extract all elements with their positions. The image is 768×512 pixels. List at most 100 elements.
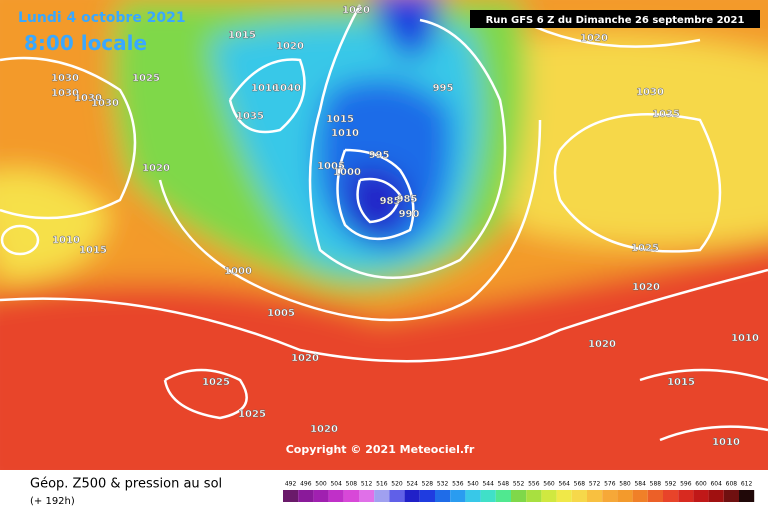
isobar-label: 1030 (636, 87, 664, 98)
scale-label: 576 (604, 481, 616, 488)
isobar-label: 1010 (712, 437, 740, 448)
isobar-label: 1035 (652, 109, 680, 120)
scale-swatch (359, 490, 375, 502)
scale-label: 600 (695, 481, 707, 488)
scale-swatch (495, 490, 511, 502)
legend-title: Géop. Z500 & pression au sol (30, 477, 222, 492)
isobar-label: 1010 (331, 128, 359, 139)
run-banner (470, 10, 760, 28)
scale-label: 572 (589, 481, 601, 488)
isobars (0, 4, 768, 442)
scale-swatch (556, 490, 572, 502)
scale-label: 532 (437, 481, 449, 488)
scale-label: 524 (406, 481, 418, 488)
scale-label: 520 (391, 481, 403, 488)
isobar-label: 1015 (228, 30, 256, 41)
scale-swatch (617, 490, 633, 502)
scale-label: 516 (376, 481, 388, 488)
isobar-label: 1015 (79, 245, 107, 256)
isobar-label: 995 (369, 150, 390, 161)
isobar-label: 1010 (731, 333, 759, 344)
scale-swatch (374, 490, 390, 502)
isobar-label: 1000 (333, 167, 361, 178)
isobar-label: 1015 (667, 377, 695, 388)
scale-swatch (465, 490, 481, 502)
scale-swatch (511, 490, 527, 502)
isobar-label: 1020 (276, 41, 304, 52)
isobar-label: 985 (380, 196, 401, 207)
isobar-label: 1020 (632, 282, 660, 293)
scale-label: 596 (680, 481, 692, 488)
isobar-label: 1005 (317, 161, 345, 172)
isobar-labels: 1020101510201025103010301030103010101040… (51, 5, 759, 448)
isobar-label: 1030 (91, 98, 119, 109)
scale-swatch (450, 490, 466, 502)
color-scale: 492 496 500 504 508 512 516 520 524 528 532 536 540 5… (283, 481, 755, 502)
scale-label: 580 (619, 481, 631, 488)
scale-swatch (283, 490, 299, 502)
scale-swatch (739, 490, 755, 502)
scale-label: 500 (315, 481, 327, 488)
isobar-label: 1020 (291, 353, 319, 364)
scale-swatch (419, 490, 435, 502)
scale-swatch (526, 490, 542, 502)
scale-swatch (328, 490, 344, 502)
scale-swatch (435, 490, 451, 502)
isobar-label: 1010 (52, 235, 80, 246)
isobar-label: 995 (433, 83, 454, 94)
scale-swatch (389, 490, 405, 502)
isobar-label: 985 (397, 194, 418, 205)
isobar-label: 1030 (51, 88, 79, 99)
scale-swatch (571, 490, 587, 502)
isobar-label: 1020 (588, 339, 616, 350)
scale-label: 508 (346, 481, 358, 488)
scale-swatch (647, 490, 663, 502)
scale-label: 612 (741, 481, 753, 488)
scale-swatch (480, 490, 496, 502)
scale-label: 512 (361, 481, 373, 488)
scale-label: 540 (467, 481, 479, 488)
scale-swatch (587, 490, 603, 502)
isobar-label: 1005 (267, 308, 295, 319)
scale-label: 496 (300, 481, 312, 488)
scale-label: 592 (665, 481, 677, 488)
isobar-label: 990 (399, 209, 420, 220)
scale-swatch (693, 490, 709, 502)
copyright: Copyright © 2021 Meteociel.fr (286, 443, 475, 456)
scale-swatch (343, 490, 359, 502)
isobar-label: 1030 (51, 73, 79, 84)
scale-label: 492 (285, 481, 297, 488)
isobar-label: 1035 (236, 111, 264, 122)
scale-label: 528 (422, 481, 434, 488)
scale-swatch (632, 490, 648, 502)
scale-label: 552 (513, 481, 525, 488)
scale-swatch (723, 490, 739, 502)
isobar-label: 1010 (251, 83, 279, 94)
valid-date: Lundi 4 octobre 2021 (18, 10, 186, 26)
isobar-label: 1020 (342, 5, 370, 16)
scale-label: 544 (482, 481, 494, 488)
scale-swatch (404, 490, 420, 502)
isobar-label: 1030 (74, 93, 102, 104)
scale-label: 568 (574, 481, 586, 488)
scale-label: 556 (528, 481, 540, 488)
scale-swatch (602, 490, 618, 502)
isobar-label: 1025 (238, 409, 266, 420)
scale-label: 564 (558, 481, 570, 488)
isobar-label: 1025 (132, 73, 160, 84)
scale-swatch (298, 490, 314, 502)
scale-swatch (708, 490, 724, 502)
isobar-label: 1025 (202, 377, 230, 388)
isobar-label: 1040 (273, 83, 301, 94)
scale-swatch (678, 490, 694, 502)
isobar-label: 1020 (142, 163, 170, 174)
scale-label: 608 (726, 481, 738, 488)
run-info: Run GFS 6 Z du Dimanche 26 septembre 202… (486, 15, 745, 26)
scale-label: 548 (498, 481, 510, 488)
isobar-label: 1025 (631, 243, 659, 254)
scale-label: 504 (330, 481, 342, 488)
scale-label: 536 (452, 481, 464, 488)
scale-label: 604 (710, 481, 722, 488)
scale-swatch (663, 490, 679, 502)
